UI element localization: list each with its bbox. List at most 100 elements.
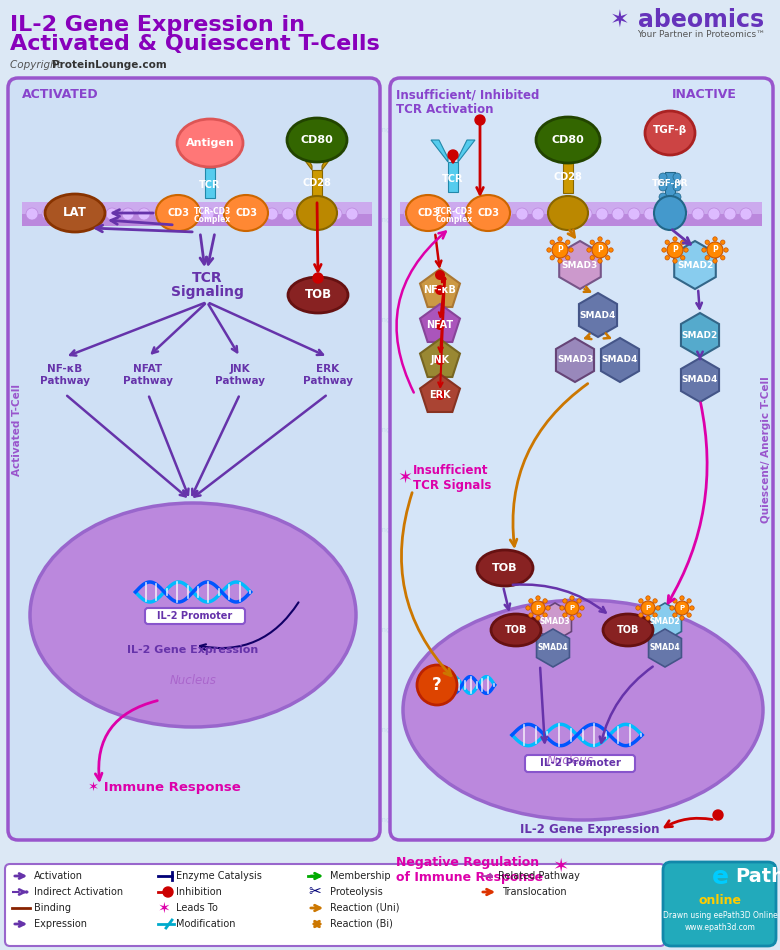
Circle shape [74, 208, 86, 220]
Bar [205, 168, 215, 198]
Circle shape [692, 208, 704, 220]
Text: NF-κB
Pathway: NF-κB Pathway [40, 364, 90, 386]
Text: www.proteinlounge.com: www.proteinlounge.com [468, 127, 552, 133]
Polygon shape [573, 143, 588, 163]
Circle shape [562, 598, 567, 603]
Text: www.proteinlounge.com: www.proteinlounge.com [468, 627, 552, 633]
Text: www.proteinlounge.com: www.proteinlounge.com [597, 317, 682, 323]
Circle shape [672, 598, 677, 603]
Text: TGF-β: TGF-β [653, 125, 687, 135]
Bar [312, 170, 322, 200]
Circle shape [721, 240, 725, 244]
Text: Insufficient/ Inhibited: Insufficient/ Inhibited [396, 88, 540, 101]
Circle shape [721, 256, 725, 260]
Circle shape [580, 606, 584, 610]
Text: ?: ? [432, 676, 442, 694]
Text: www.proteinlounge.com: www.proteinlounge.com [468, 817, 552, 823]
Circle shape [346, 208, 358, 220]
Circle shape [639, 598, 643, 603]
Text: ✶: ✶ [158, 901, 171, 916]
Text: TOB: TOB [617, 625, 639, 635]
Text: ERK
Pathway: ERK Pathway [303, 364, 353, 386]
Circle shape [659, 183, 667, 191]
Text: Antigen: Antigen [186, 138, 234, 148]
Text: SMAD3: SMAD3 [557, 355, 593, 365]
Circle shape [560, 606, 564, 610]
Polygon shape [215, 146, 232, 168]
Text: TCR-CD3: TCR-CD3 [435, 207, 473, 217]
Ellipse shape [548, 196, 588, 230]
Text: Copyright: Copyright [10, 60, 64, 70]
Text: TCR: TCR [442, 174, 464, 184]
Circle shape [687, 613, 691, 618]
Ellipse shape [645, 111, 695, 155]
Circle shape [532, 208, 544, 220]
Circle shape [724, 208, 736, 220]
Circle shape [570, 616, 574, 620]
Circle shape [659, 193, 667, 201]
Text: www.proteinlounge.com: www.proteinlounge.com [188, 427, 272, 433]
Text: CD3: CD3 [235, 208, 257, 218]
Circle shape [661, 248, 666, 252]
Text: www.proteinlounge.com: www.proteinlounge.com [468, 527, 552, 533]
Circle shape [531, 601, 545, 615]
Text: www.proteinlounge.com: www.proteinlounge.com [58, 527, 143, 533]
Text: Enzyme Catalysis: Enzyme Catalysis [176, 871, 262, 881]
Circle shape [218, 208, 230, 220]
Text: Quiescent/ Anergic T-Cell: Quiescent/ Anergic T-Cell [761, 376, 771, 523]
Circle shape [673, 258, 677, 263]
Polygon shape [322, 150, 337, 170]
Circle shape [681, 256, 685, 260]
Circle shape [163, 887, 173, 897]
Circle shape [547, 248, 551, 252]
Circle shape [646, 616, 651, 620]
Text: SMAD2: SMAD2 [682, 331, 718, 339]
Text: JNK: JNK [431, 355, 449, 365]
Text: www.proteinlounge.com: www.proteinlounge.com [328, 627, 413, 633]
Polygon shape [431, 140, 448, 162]
Text: NFAT: NFAT [427, 320, 453, 330]
Text: IL-2 Gene Expression in: IL-2 Gene Expression in [10, 15, 305, 35]
Circle shape [543, 598, 548, 603]
Bar [563, 163, 573, 193]
Text: P: P [557, 245, 563, 255]
Text: www.proteinlounge.com: www.proteinlounge.com [188, 817, 272, 823]
Text: TCR: TCR [192, 271, 222, 285]
Circle shape [636, 606, 640, 610]
Text: www.proteinlounge.com: www.proteinlounge.com [597, 127, 682, 133]
Ellipse shape [224, 195, 268, 231]
Text: Activated & Quiescent T-Cells: Activated & Quiescent T-Cells [10, 34, 380, 54]
Text: www.proteinlounge.com: www.proteinlounge.com [468, 317, 552, 323]
Text: Your Partner in Proteomics™: Your Partner in Proteomics™ [637, 30, 765, 39]
Polygon shape [648, 603, 682, 641]
Text: www.proteinlounge.com: www.proteinlounge.com [597, 727, 682, 733]
Text: P: P [535, 605, 541, 611]
Text: Translocation: Translocation [502, 887, 566, 897]
Circle shape [404, 208, 416, 220]
Text: JNK
Pathway: JNK Pathway [215, 364, 265, 386]
Text: www.epath3d.com: www.epath3d.com [685, 923, 756, 933]
Circle shape [475, 115, 485, 125]
Circle shape [684, 248, 688, 252]
Circle shape [436, 208, 448, 220]
Text: CD3: CD3 [417, 208, 439, 218]
Ellipse shape [536, 117, 600, 163]
Ellipse shape [297, 196, 337, 230]
FancyBboxPatch shape [145, 608, 245, 624]
Text: Activated T-Cell: Activated T-Cell [12, 384, 22, 476]
Text: ACTIVATED: ACTIVATED [22, 88, 98, 101]
Circle shape [673, 193, 681, 201]
Bar [448, 162, 458, 192]
Circle shape [516, 208, 528, 220]
Circle shape [597, 258, 602, 263]
FancyBboxPatch shape [5, 864, 665, 946]
Polygon shape [188, 146, 205, 168]
Polygon shape [420, 304, 460, 342]
FancyBboxPatch shape [663, 862, 776, 946]
Ellipse shape [30, 503, 356, 727]
Circle shape [546, 606, 550, 610]
Circle shape [705, 256, 710, 260]
Text: SMAD4: SMAD4 [682, 375, 718, 385]
Text: www.proteinlounge.com: www.proteinlounge.com [597, 527, 682, 533]
Text: CD3: CD3 [477, 208, 499, 218]
